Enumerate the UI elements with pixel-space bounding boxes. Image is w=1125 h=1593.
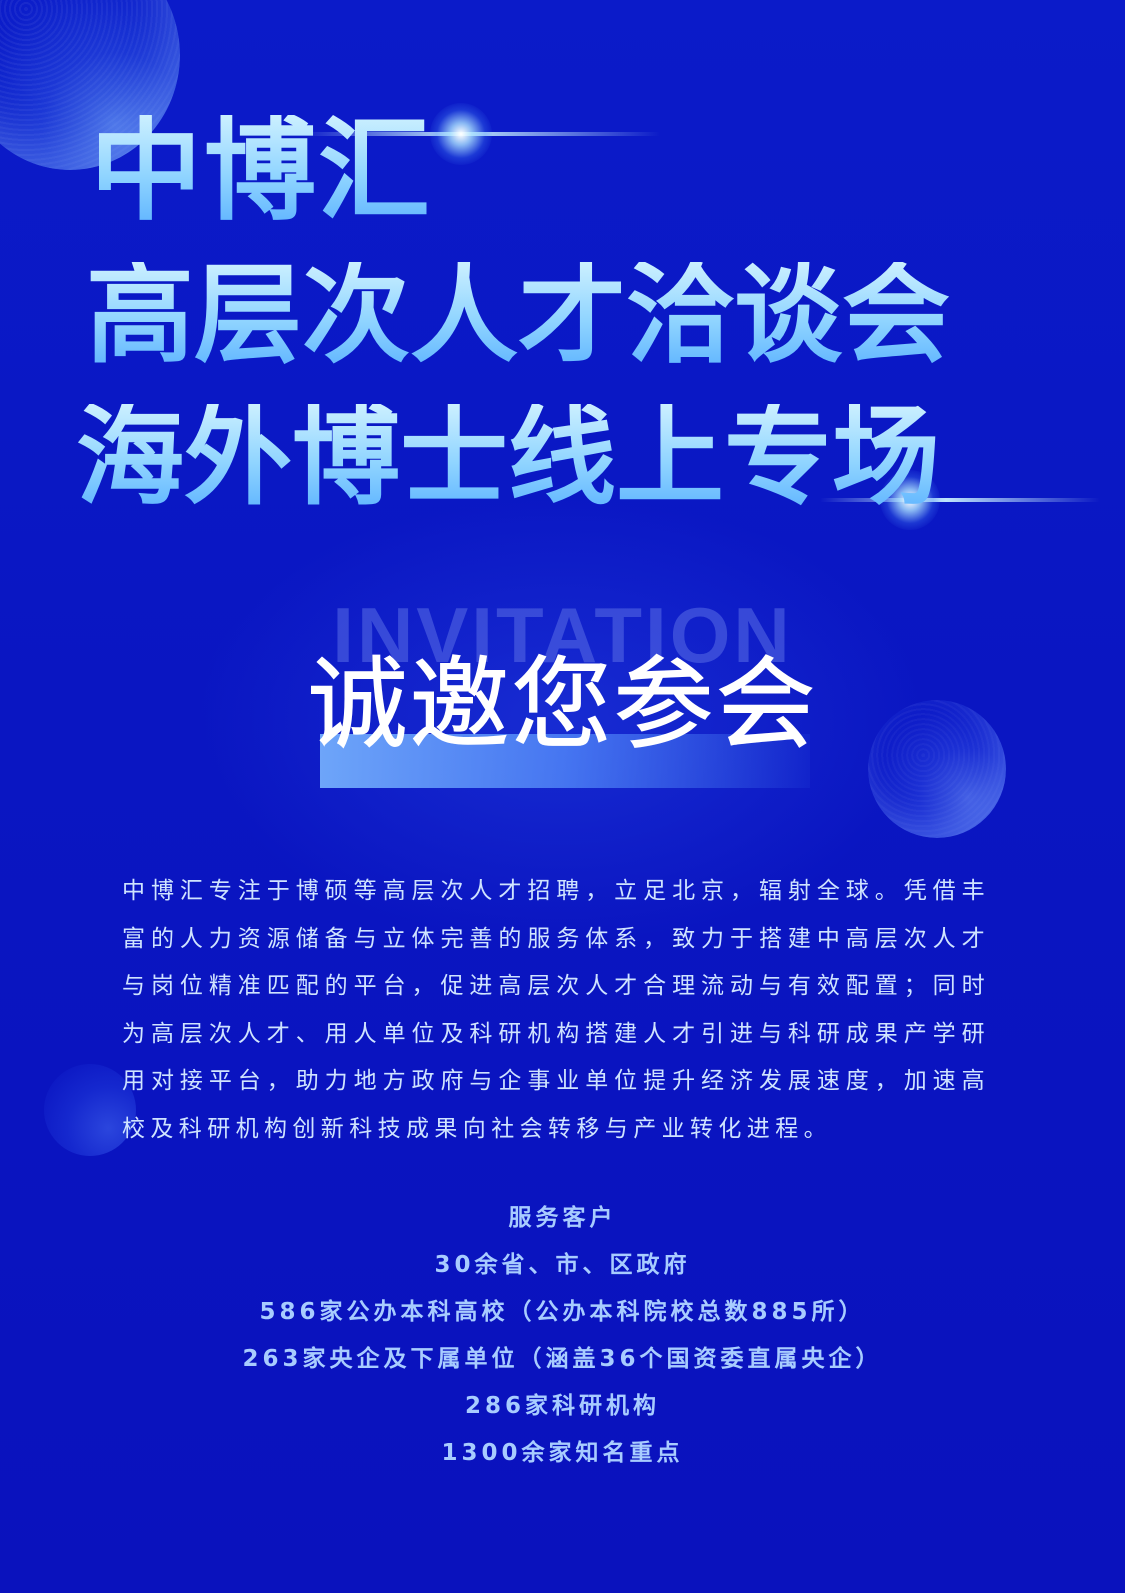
services-item: 1300余家知名重点 (441, 1440, 684, 1466)
event-title: 高层次人才洽谈会 (86, 253, 951, 378)
light-flare-spark (430, 103, 492, 165)
invitation-watermark: INVITATION (332, 591, 793, 679)
brand-title: 中博汇 (90, 106, 432, 236)
services-item: 586家公办本科高校（公办本科院校总数885所） (259, 1299, 866, 1325)
decorative-sphere-bottom-left (44, 1064, 136, 1156)
invitation-highlight-bar (320, 734, 810, 788)
services-item: 263家央企及下属单位（涵盖36个国资委直属央企） (242, 1346, 883, 1372)
services-list: 服务客户 30余省、市、区政府 586家公办本科高校（公办本科院校总数885所）… (0, 1195, 1125, 1477)
services-item: 286家科研机构 (464, 1393, 660, 1419)
light-flare-streak (820, 498, 1100, 502)
services-heading: 服务客户 (508, 1205, 617, 1231)
invitation-text: 诚邀您参会 (307, 646, 818, 763)
decorative-sphere-right (868, 700, 1006, 838)
event-subtitle: 海外博士线上专场 (76, 395, 941, 520)
services-item: 30余省、市、区政府 (434, 1252, 691, 1278)
company-description: 中博汇专注于博硕等高层次人才招聘，立足北京，辐射全球。凭借丰富的人力资源储备与立… (122, 878, 990, 1142)
light-flare-spark (880, 470, 940, 530)
